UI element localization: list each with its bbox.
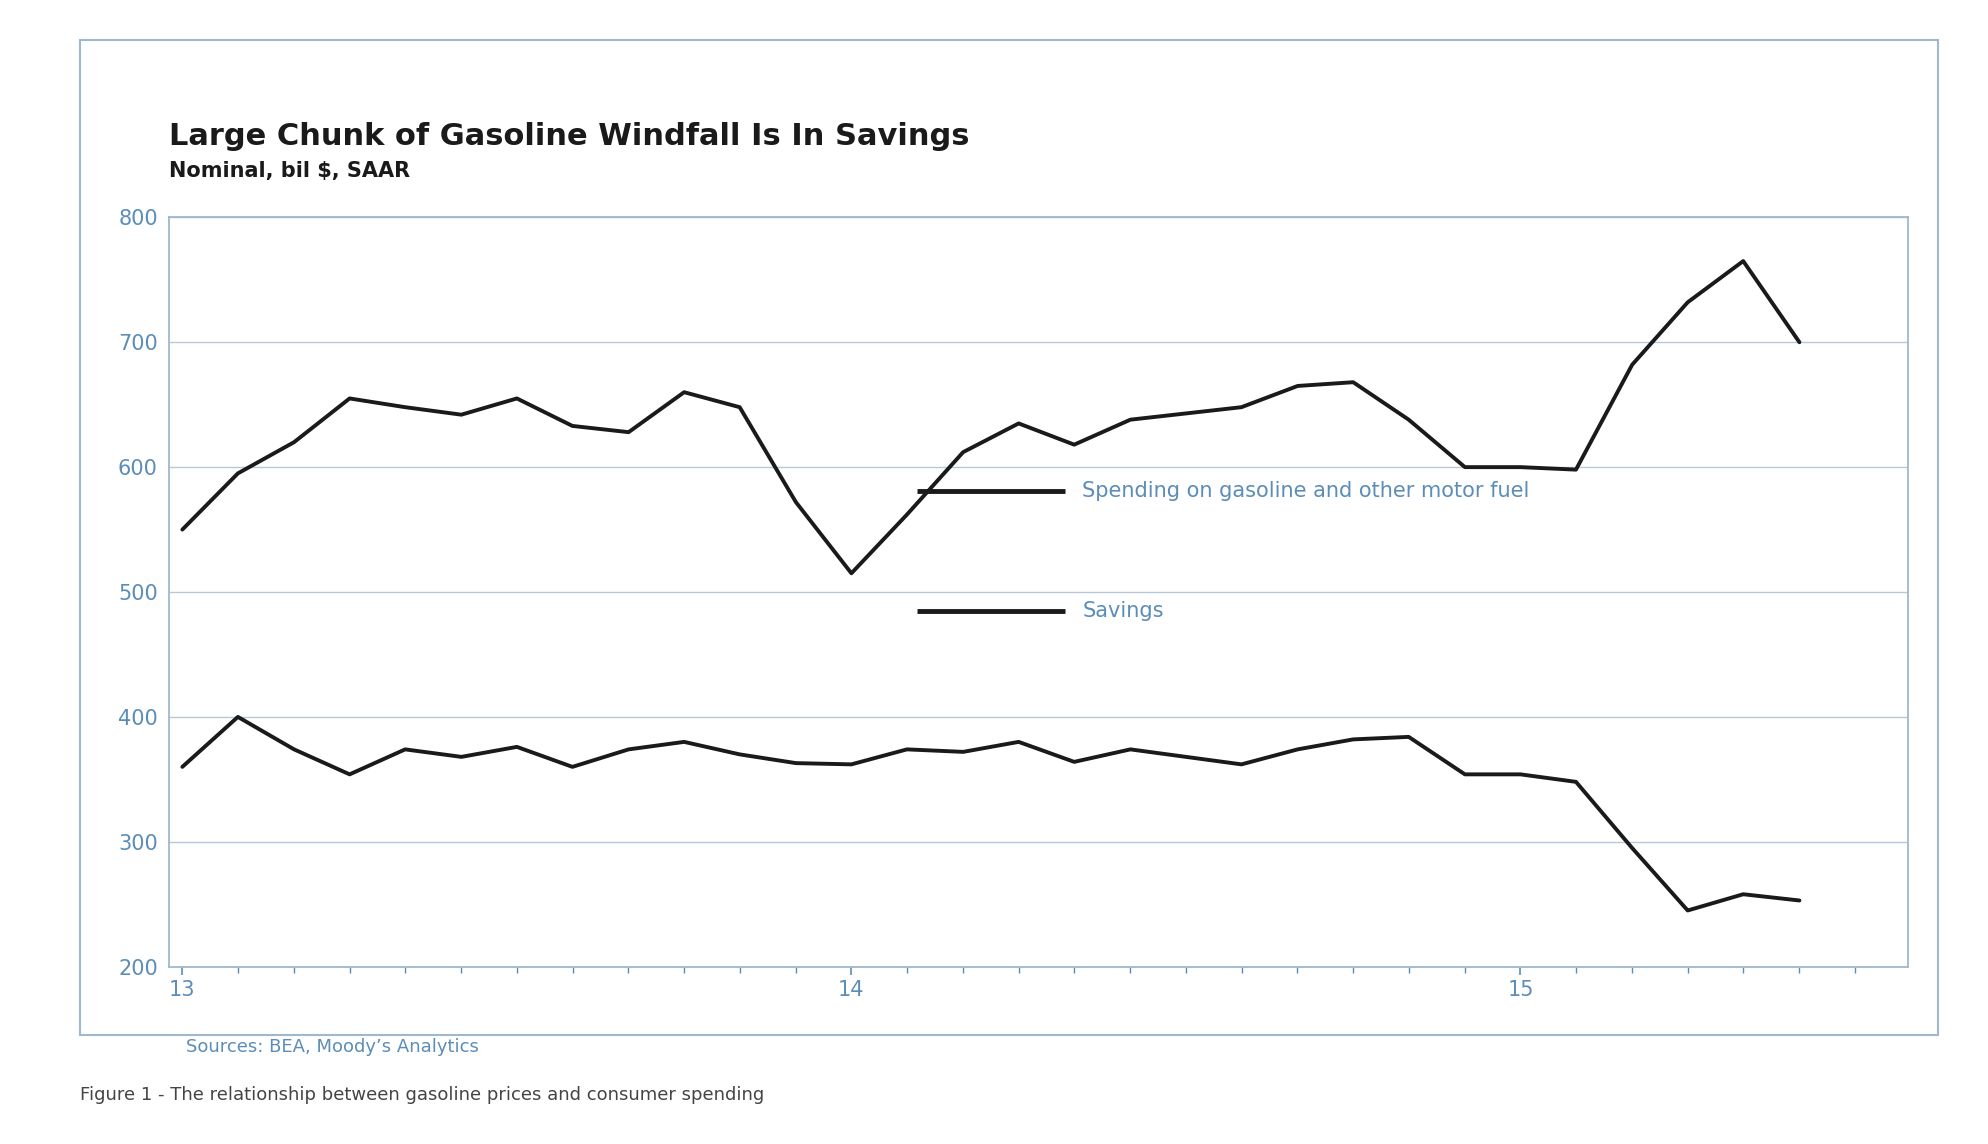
Text: Sources: BEA, Moody’s Analytics: Sources: BEA, Moody’s Analytics	[187, 1038, 479, 1056]
Text: Savings: Savings	[1081, 601, 1163, 621]
Text: Large Chunk of Gasoline Windfall Is In Savings: Large Chunk of Gasoline Windfall Is In S…	[169, 122, 970, 151]
Text: Spending on gasoline and other motor fuel: Spending on gasoline and other motor fue…	[1081, 480, 1529, 501]
Text: Nominal, bil $, SAAR: Nominal, bil $, SAAR	[169, 161, 410, 181]
Text: Figure 1 - The relationship between gasoline prices and consumer spending: Figure 1 - The relationship between gaso…	[80, 1086, 763, 1104]
